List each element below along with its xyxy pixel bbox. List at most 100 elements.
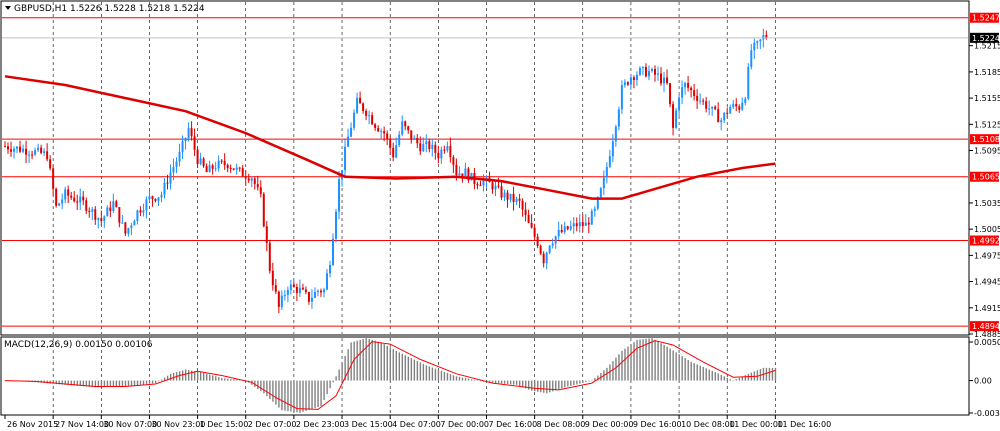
- macd-bar: [555, 380, 557, 391]
- candle-body: [599, 188, 602, 198]
- macd-bar: [148, 380, 151, 384]
- x-tick-label: 9 Dec 16:00: [633, 420, 682, 429]
- macd-bar: [233, 379, 235, 381]
- macd-bar: [260, 380, 262, 392]
- level-tag-label: 1.5247: [972, 14, 1000, 23]
- candle-body: [232, 168, 235, 170]
- macd-y-tick-label: 0.00: [974, 377, 992, 386]
- candle-body: [759, 39, 762, 42]
- y-tick-label: 1.5005: [974, 225, 1000, 234]
- macd-bar: [73, 380, 76, 386]
- candle-body: [7, 146, 10, 150]
- chart-header: GBPUSD,H1 1.5226 1.5228 1.5218 1.5224: [14, 4, 205, 14]
- macd-bar: [702, 367, 704, 381]
- candle-body: [43, 151, 46, 153]
- candle-body: [94, 209, 97, 220]
- y-tick-label: 1.4885: [974, 330, 1000, 339]
- candle-body: [365, 110, 368, 116]
- macd-bar: [687, 360, 689, 381]
- triangle-down-icon[interactable]: [5, 6, 11, 10]
- candle-body: [395, 145, 398, 158]
- candle-body: [383, 131, 386, 134]
- macd-bar: [196, 371, 199, 381]
- macd-bar: [203, 372, 205, 381]
- macd-bar: [693, 363, 695, 381]
- level-tag: [970, 134, 999, 145]
- macd-bar: [314, 380, 316, 408]
- candle-body: [70, 195, 73, 198]
- macd-bar: [362, 339, 364, 381]
- macd-bar: [534, 380, 536, 392]
- candle-body: [647, 71, 650, 77]
- candle-body: [575, 223, 578, 227]
- macd-bar: [615, 357, 617, 381]
- candle-body: [256, 184, 259, 188]
- level-tags: 1.5247 1.5108 1.5065 1.4992 1.4894 1.5224: [970, 12, 1000, 332]
- macd-bar: [521, 380, 524, 388]
- macd-bar: [329, 380, 331, 389]
- macd-bar: [136, 380, 139, 386]
- candle-body: [307, 292, 310, 302]
- candle-body: [368, 115, 371, 117]
- current-price-label: 1.5224: [972, 34, 1000, 43]
- macd-bar: [392, 349, 394, 381]
- macd-bar: [437, 369, 440, 381]
- macd-bar: [515, 380, 518, 385]
- macd-bar: [606, 367, 608, 381]
- level-tag: [970, 171, 999, 182]
- macd-bar: [561, 380, 563, 389]
- macd-bar: [88, 380, 91, 387]
- candle-body: [277, 291, 280, 307]
- candle-body: [530, 222, 533, 228]
- macd-bar: [281, 380, 283, 411]
- candle-body: [238, 167, 241, 169]
- candle-body: [328, 264, 331, 274]
- macd-bar: [166, 375, 169, 381]
- candle-body: [223, 161, 226, 165]
- level-tag: [970, 235, 999, 246]
- macd-bar: [425, 365, 428, 381]
- candle-body: [660, 73, 663, 84]
- macd-axis: 0.00502 0.00 -0.00394: [969, 338, 1000, 418]
- candle-body: [542, 253, 545, 264]
- macd-bar: [419, 362, 422, 381]
- candle-body: [151, 196, 154, 199]
- macd-bar: [190, 370, 193, 381]
- candle-body: [747, 67, 750, 99]
- macd-bar: [52, 380, 54, 384]
- macd-bar: [524, 380, 527, 389]
- macd-bar: [82, 380, 85, 387]
- macd-bar: [410, 358, 413, 381]
- candle-body: [175, 161, 178, 167]
- macd-bar: [729, 379, 732, 381]
- macd-bar: [157, 380, 160, 382]
- candle-body: [449, 146, 452, 158]
- macd-bar: [464, 378, 467, 381]
- macd-bar: [407, 356, 410, 381]
- macd-bar: [398, 352, 401, 381]
- candle-body: [644, 66, 647, 77]
- macd-bar: [383, 344, 385, 381]
- candle-body: [274, 285, 277, 292]
- candle-body: [762, 35, 765, 40]
- level-tag-label: 1.5065: [972, 173, 1000, 182]
- macd-bar: [55, 380, 57, 385]
- candle-body: [533, 227, 536, 237]
- macd-bar: [266, 380, 268, 397]
- macd-bar: [549, 380, 551, 393]
- candle-body: [136, 210, 139, 221]
- macd-bar: [160, 379, 163, 381]
- macd-bar: [326, 380, 328, 395]
- candle-body: [118, 207, 121, 223]
- macd-bar: [184, 369, 187, 381]
- candle-body: [479, 185, 482, 187]
- candle-body: [590, 210, 593, 225]
- candle-body: [482, 180, 485, 186]
- candle-body: [416, 137, 419, 144]
- candle-body: [699, 100, 702, 102]
- macd-bar: [537, 380, 539, 392]
- macd-bar: [699, 365, 701, 381]
- candle-body: [244, 176, 247, 179]
- y-tick-label: 1.5095: [974, 147, 1000, 156]
- candle-body: [629, 77, 632, 85]
